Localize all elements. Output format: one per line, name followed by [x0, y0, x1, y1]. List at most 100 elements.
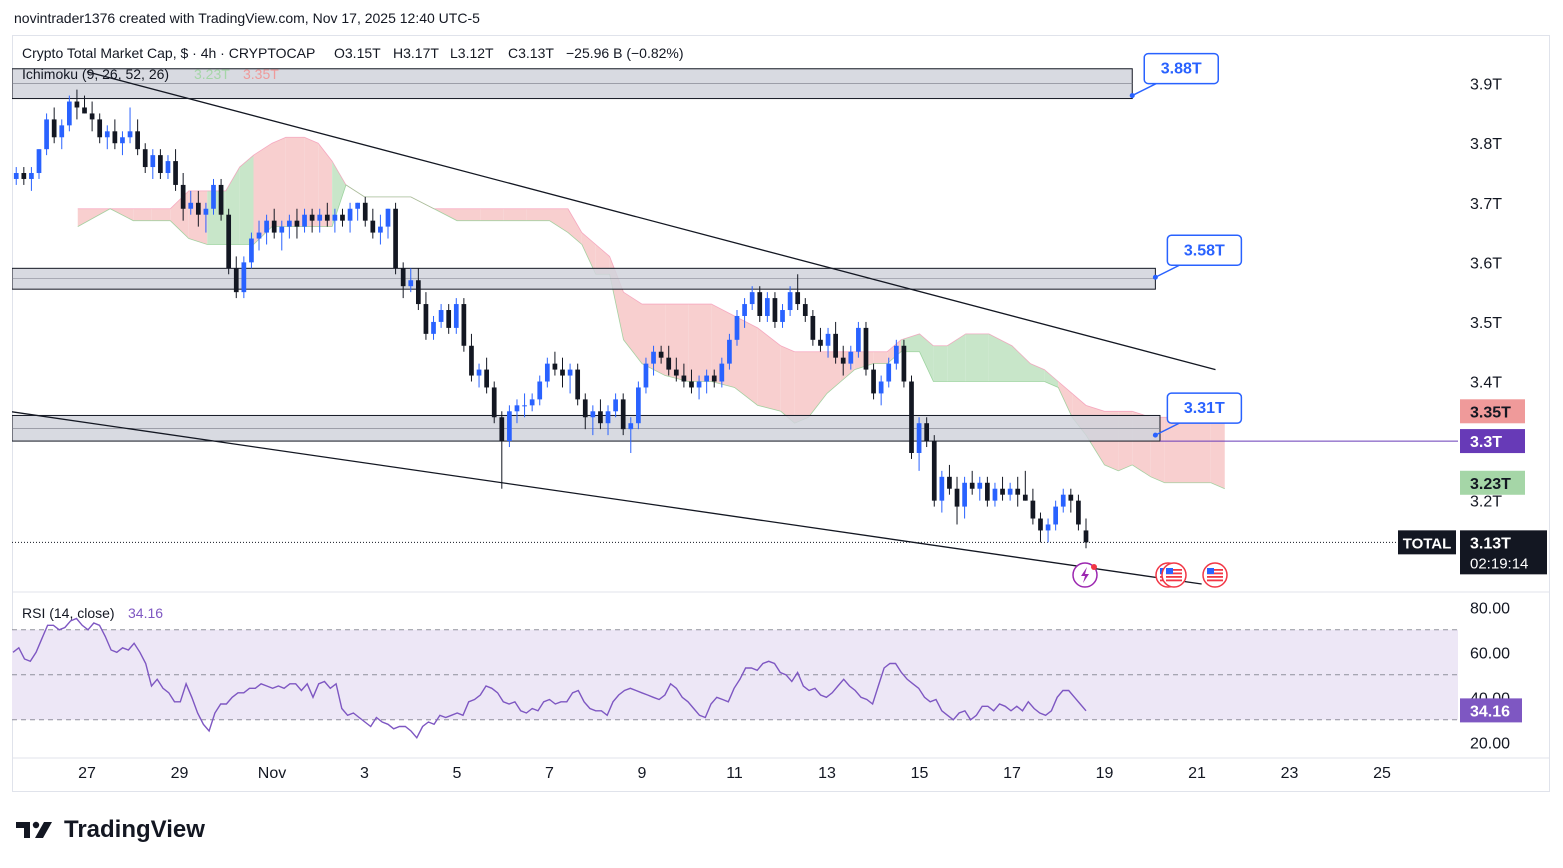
candle[interactable]: [673, 357, 679, 382]
candle[interactable]: [529, 393, 535, 412]
candle[interactable]: [408, 268, 414, 293]
candle[interactable]: [985, 476, 990, 507]
candle[interactable]: [947, 464, 952, 495]
candle[interactable]: [969, 470, 975, 495]
candle[interactable]: [324, 202, 330, 227]
candle[interactable]: [218, 178, 224, 221]
candle[interactable]: [29, 167, 34, 191]
candle[interactable]: [438, 304, 444, 328]
candle[interactable]: [173, 149, 178, 191]
candle[interactable]: [249, 232, 254, 269]
candle[interactable]: [628, 417, 634, 453]
candle[interactable]: [393, 202, 398, 275]
candle[interactable]: [802, 298, 808, 322]
candle[interactable]: [704, 369, 710, 394]
candle[interactable]: [954, 476, 960, 525]
candle[interactable]: [711, 369, 717, 388]
candle[interactable]: [856, 321, 861, 358]
candle[interactable]: [241, 256, 247, 299]
candle[interactable]: [643, 357, 649, 394]
candle[interactable]: [355, 202, 361, 221]
candle[interactable]: [195, 190, 201, 227]
candle[interactable]: [226, 208, 232, 275]
us-flag-event-icon[interactable]: [1161, 562, 1187, 588]
candle[interactable]: [340, 208, 345, 227]
candle[interactable]: [1015, 476, 1021, 507]
candle[interactable]: [104, 125, 110, 150]
candle[interactable]: [734, 310, 740, 346]
us-flag-event-icon[interactable]: [1202, 562, 1228, 588]
candle[interactable]: [552, 351, 558, 376]
candle[interactable]: [1053, 500, 1059, 531]
candle[interactable]: [909, 375, 914, 459]
candle[interactable]: [666, 345, 672, 376]
candle[interactable]: [453, 298, 459, 334]
candle[interactable]: [787, 286, 793, 316]
candle[interactable]: [613, 393, 618, 418]
candle[interactable]: [1060, 488, 1066, 513]
candle[interactable]: [749, 286, 755, 311]
candle[interactable]: [840, 345, 846, 376]
candle[interactable]: [810, 310, 816, 346]
candle[interactable]: [514, 399, 520, 424]
candle[interactable]: [848, 345, 854, 370]
callout-box[interactable]: [1166, 392, 1243, 424]
candle[interactable]: [893, 339, 899, 370]
candle[interactable]: [431, 315, 436, 340]
candle[interactable]: [931, 435, 937, 507]
candle[interactable]: [924, 417, 930, 448]
candle[interactable]: [51, 107, 57, 144]
candle[interactable]: [939, 470, 945, 513]
candle[interactable]: [476, 363, 482, 388]
candle[interactable]: [544, 357, 550, 388]
candle[interactable]: [757, 286, 763, 322]
candle[interactable]: [681, 363, 687, 388]
candle[interactable]: [233, 256, 239, 299]
candle[interactable]: [188, 190, 194, 215]
candle[interactable]: [962, 476, 967, 519]
candle[interactable]: [1007, 482, 1013, 501]
candle[interactable]: [1022, 470, 1028, 501]
candle[interactable]: [378, 214, 383, 245]
candle[interactable]: [59, 119, 65, 150]
candle[interactable]: [1068, 488, 1074, 513]
candle[interactable]: [636, 381, 641, 430]
candle[interactable]: [1000, 476, 1005, 501]
candle[interactable]: [120, 131, 125, 156]
candle[interactable]: [833, 321, 838, 364]
trendline-2[interactable]: [8, 411, 1202, 585]
candle[interactable]: [203, 202, 209, 233]
candle[interactable]: [469, 333, 474, 382]
candle[interactable]: [400, 262, 406, 299]
candle[interactable]: [1038, 512, 1043, 543]
candle[interactable]: [332, 208, 338, 233]
candle[interactable]: [97, 113, 103, 144]
candle[interactable]: [461, 298, 467, 352]
candle[interactable]: [1076, 494, 1081, 531]
candle[interactable]: [719, 357, 725, 388]
candle[interactable]: [560, 357, 565, 388]
candle[interactable]: [772, 292, 778, 328]
candle[interactable]: [180, 173, 186, 221]
candle[interactable]: [158, 149, 163, 179]
candle[interactable]: [727, 333, 732, 370]
candle[interactable]: [658, 345, 664, 364]
candle[interactable]: [165, 155, 171, 179]
candle[interactable]: [901, 339, 907, 388]
candle[interactable]: [780, 304, 785, 328]
candle[interactable]: [689, 369, 694, 394]
candle[interactable]: [1030, 488, 1036, 525]
candle[interactable]: [863, 321, 869, 376]
candle[interactable]: [598, 399, 603, 430]
candle[interactable]: [279, 220, 285, 251]
candle[interactable]: [13, 167, 19, 185]
candle[interactable]: [590, 405, 596, 436]
candle[interactable]: [309, 208, 315, 233]
candle[interactable]: [651, 345, 656, 376]
candle[interactable]: [44, 113, 49, 156]
candle[interactable]: [264, 214, 269, 245]
candle[interactable]: [211, 178, 216, 215]
candle[interactable]: [317, 208, 323, 233]
candle[interactable]: [537, 375, 543, 406]
